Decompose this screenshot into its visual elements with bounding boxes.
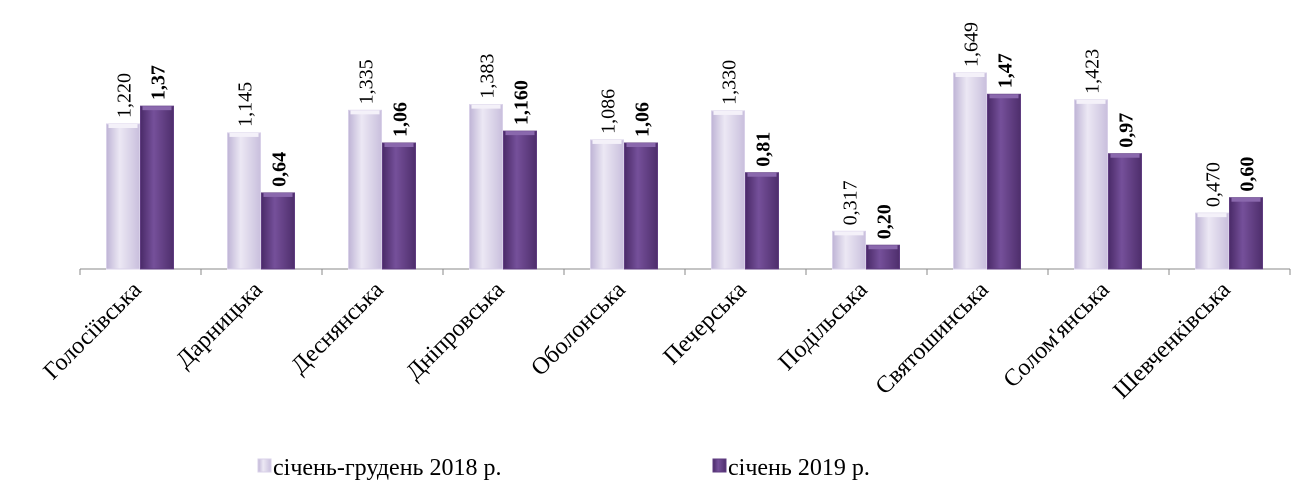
data-label: 1,06 (632, 102, 654, 137)
data-label: 0,317 (840, 180, 862, 225)
legend-label: січень-грудень 2018 р. (273, 455, 502, 481)
data-label: 0,20 (874, 204, 896, 239)
bar-top (384, 143, 414, 148)
x-tick-label: Печерська (659, 277, 752, 370)
data-label: 1,086 (598, 89, 620, 134)
bar (953, 72, 987, 270)
x-tick-label: Шевченківська (1109, 277, 1236, 404)
bar (227, 132, 261, 270)
data-label: 1,330 (719, 60, 741, 105)
data-label: 1,145 (235, 82, 257, 127)
data-label: 1,423 (1082, 49, 1104, 94)
bar-top (108, 123, 138, 128)
data-label: 0,81 (753, 132, 775, 167)
bar (832, 230, 866, 270)
bar-top (1231, 197, 1261, 202)
bar (1074, 99, 1108, 270)
bar-top (505, 131, 535, 136)
data-label: 1,160 (511, 80, 533, 125)
bar-top (592, 139, 622, 144)
bar (382, 142, 416, 270)
data-label: 0,470 (1203, 162, 1225, 207)
data-label: 1,335 (356, 59, 378, 104)
bar (624, 142, 658, 270)
data-label: 0,60 (1237, 157, 1259, 192)
bar-top (834, 231, 864, 236)
bar-top (350, 110, 380, 115)
legend-swatch (257, 458, 272, 473)
bar (106, 123, 140, 270)
data-label: 0,97 (1116, 113, 1138, 148)
bar-top (868, 245, 898, 250)
bar (503, 130, 537, 270)
bar (987, 93, 1021, 270)
x-tick-label: Дніпровська (401, 277, 510, 386)
bar-top (1197, 213, 1227, 218)
bar (1229, 197, 1263, 270)
data-label: 1,47 (995, 53, 1017, 88)
bar (140, 105, 174, 270)
x-tick-label: Оболонська (526, 277, 631, 382)
x-tick-label: Святошинська (871, 277, 994, 400)
bar-top (626, 143, 656, 148)
bar-top (263, 192, 293, 197)
bar (469, 104, 503, 270)
x-tick-label: Подільська (774, 277, 873, 376)
legend-label: січень 2019 р. (728, 455, 870, 481)
bar (590, 139, 624, 270)
data-label: 0,64 (269, 152, 291, 187)
data-label: 1,37 (148, 65, 170, 100)
data-label: 1,06 (390, 102, 412, 137)
bar-top (142, 106, 172, 111)
x-tick-label: Голосіївська (39, 277, 147, 385)
legend-swatch (712, 458, 727, 473)
bar (1108, 153, 1142, 270)
data-label: 1,649 (961, 22, 983, 67)
bar-top (955, 73, 985, 77)
data-label: 1,383 (477, 54, 499, 99)
bar (745, 172, 779, 270)
x-tick-label: Деснянська (286, 277, 389, 380)
bar-top (1076, 99, 1106, 104)
data-label: 1,220 (114, 73, 136, 118)
bar (1195, 212, 1229, 270)
bar-top (747, 172, 777, 177)
bar-top (989, 94, 1019, 99)
bar (348, 109, 382, 270)
bar-top (1110, 153, 1140, 158)
bar-top (229, 132, 259, 137)
bar (711, 110, 745, 270)
bar-top (713, 110, 743, 115)
bar (261, 192, 295, 270)
x-tick-label: Солом'янська (999, 277, 1115, 393)
x-tick-label: Дарницька (171, 277, 268, 374)
bar-top (471, 104, 501, 109)
